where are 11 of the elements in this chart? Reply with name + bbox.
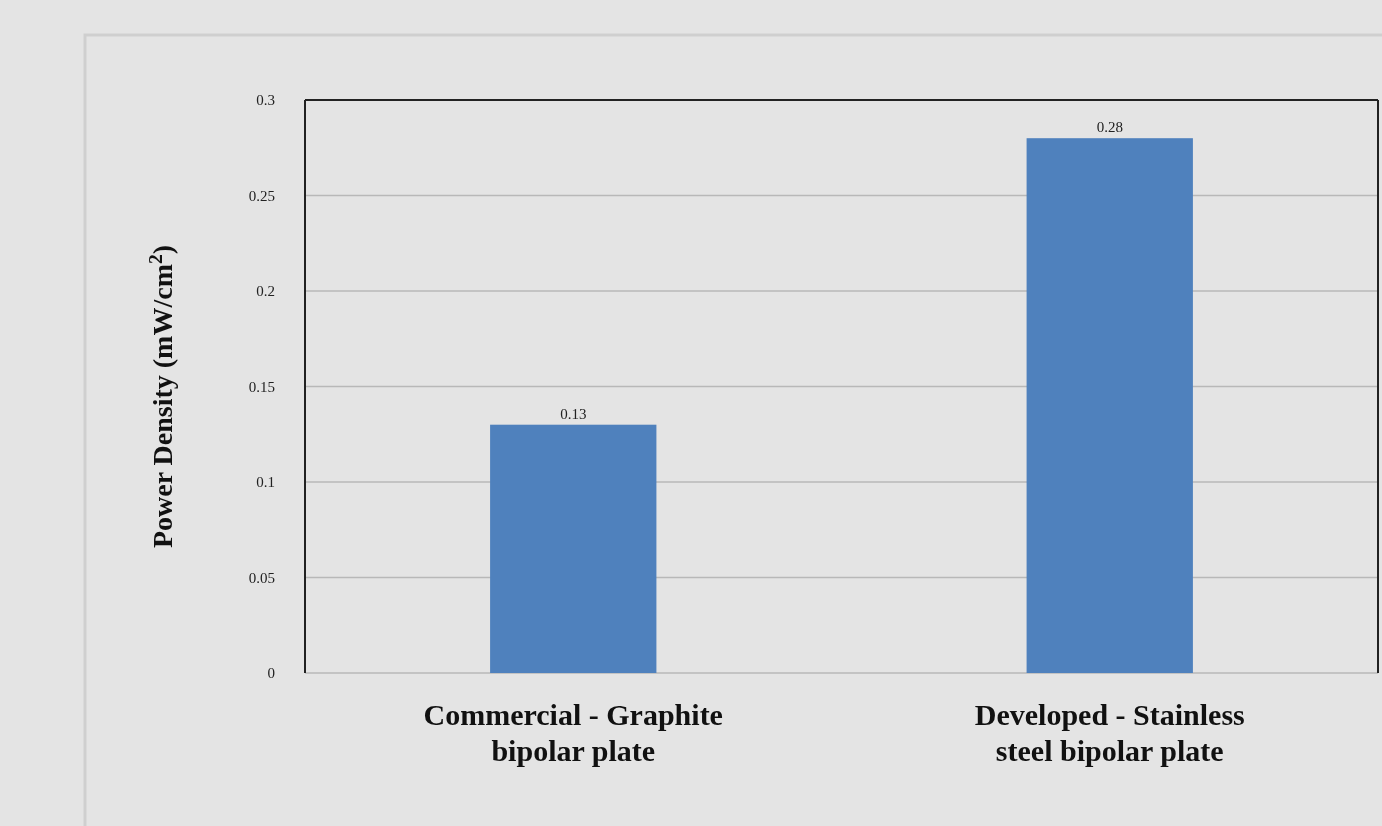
x-tick-label: Commercial - Graphite bipolar plate (423, 698, 723, 767)
y-tick-label: 0.1 (256, 474, 275, 491)
data-label: 0.28 (1096, 119, 1123, 136)
y-tick-label: 0.3 (256, 92, 275, 109)
y-tick-label: 0.05 (248, 569, 275, 586)
data-label: 0.13 (560, 405, 587, 422)
y-tick-label: 0.15 (248, 378, 275, 395)
y-tick-label: 0.2 (256, 283, 275, 300)
y-tick-label: 0.25 (248, 187, 275, 204)
y-tick-label: 0 (267, 665, 275, 682)
x-tick-label: Developed - Stainless steel bipolar plate (974, 698, 1245, 767)
